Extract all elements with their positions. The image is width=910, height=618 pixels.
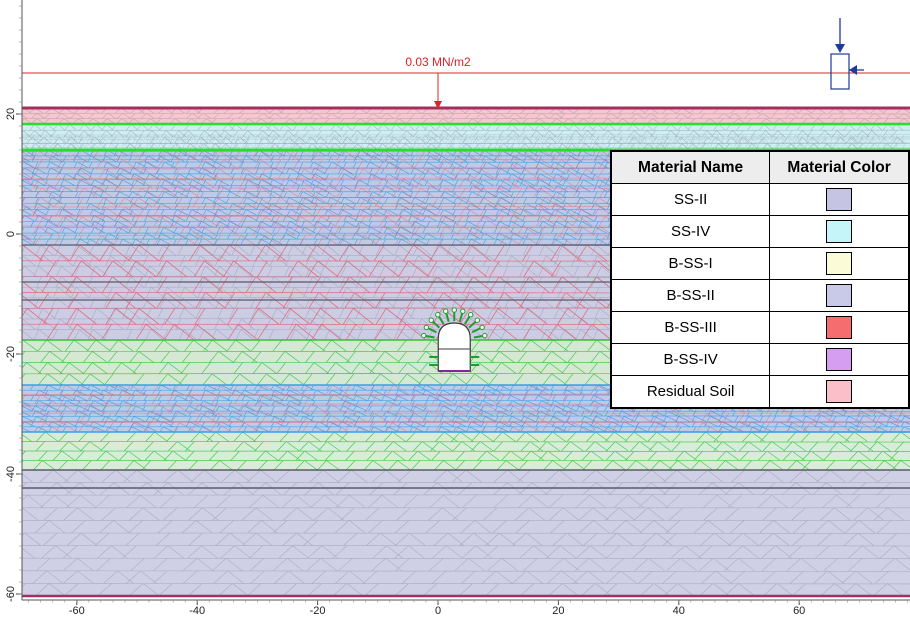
y-tick-label: 20 — [5, 108, 17, 120]
color-swatch — [826, 316, 852, 339]
legend-material-color — [770, 248, 909, 280]
rock-bolt-head — [429, 318, 433, 322]
legend-material-color — [770, 376, 909, 409]
boundary-condition-icon[interactable] — [831, 18, 864, 89]
legend-header-name: Material Name — [611, 151, 770, 184]
x-tick-label: 40 — [673, 605, 685, 617]
y-tick-label: -40 — [5, 466, 17, 482]
rock-bolt-head — [436, 313, 440, 317]
rock-bolt-head — [444, 309, 448, 313]
rock-bolt-head — [480, 325, 484, 329]
y-tick-label: 0 — [5, 231, 17, 237]
tunnel-lining — [438, 323, 470, 371]
distributed-load[interactable]: 0.03 MN/m2 — [22, 55, 910, 109]
y-axis-ticks: 20 0 -20 -40 -60 — [5, 6, 22, 602]
color-swatch — [826, 284, 852, 307]
legend-material-name: SS-IV — [611, 216, 770, 248]
load-label: 0.03 MN/m2 — [405, 55, 471, 69]
legend-row: B-SS-III — [611, 312, 909, 344]
x-tick-label: -40 — [189, 605, 205, 617]
color-swatch — [826, 348, 852, 371]
rock-bolt-head — [424, 325, 428, 329]
legend-material-color — [770, 312, 909, 344]
x-tick-label: 0 — [435, 605, 441, 617]
color-swatch — [826, 252, 852, 275]
rock-bolt-head — [422, 333, 426, 337]
legend-material-name: B-SS-III — [611, 312, 770, 344]
legend-material-color — [770, 216, 909, 248]
legend-material-name: Residual Soil — [611, 376, 770, 409]
color-swatch — [826, 188, 852, 211]
x-tick-label: 60 — [793, 605, 805, 617]
rock-bolt-head — [475, 318, 479, 322]
x-tick-label: -60 — [69, 605, 85, 617]
rock-bolt-head — [461, 309, 465, 313]
legend-material-color — [770, 280, 909, 312]
legend-material-color — [770, 184, 909, 216]
x-axis-ticks: -60 -40 -20 0 20 40 60 — [29, 600, 908, 617]
legend-row: SS-II — [611, 184, 909, 216]
color-swatch — [826, 220, 852, 243]
legend-material-name: B-SS-I — [611, 248, 770, 280]
rock-bolt-head — [468, 313, 472, 317]
legend-material-name: B-SS-IV — [611, 344, 770, 376]
legend-row: SS-IV — [611, 216, 909, 248]
x-tick-label: 20 — [552, 605, 564, 617]
x-tick-label: -20 — [310, 605, 326, 617]
legend-material-name: SS-II — [611, 184, 770, 216]
legend-header-color: Material Color — [770, 151, 909, 184]
legend-material-color — [770, 344, 909, 376]
legend-row: B-SS-I — [611, 248, 909, 280]
legend-row: Residual Soil — [611, 376, 909, 409]
legend-row: B-SS-II — [611, 280, 909, 312]
legend-row: B-SS-IV — [611, 344, 909, 376]
rock-bolt-head — [452, 308, 456, 312]
rock-bolt-head — [483, 333, 487, 337]
color-swatch — [826, 380, 852, 403]
y-tick-label: -20 — [5, 346, 17, 362]
legend-material-name: B-SS-II — [611, 280, 770, 312]
y-tick-label: -60 — [5, 586, 17, 602]
material-legend: Material Name Material Color SS-II SS-IV B… — [610, 150, 910, 409]
